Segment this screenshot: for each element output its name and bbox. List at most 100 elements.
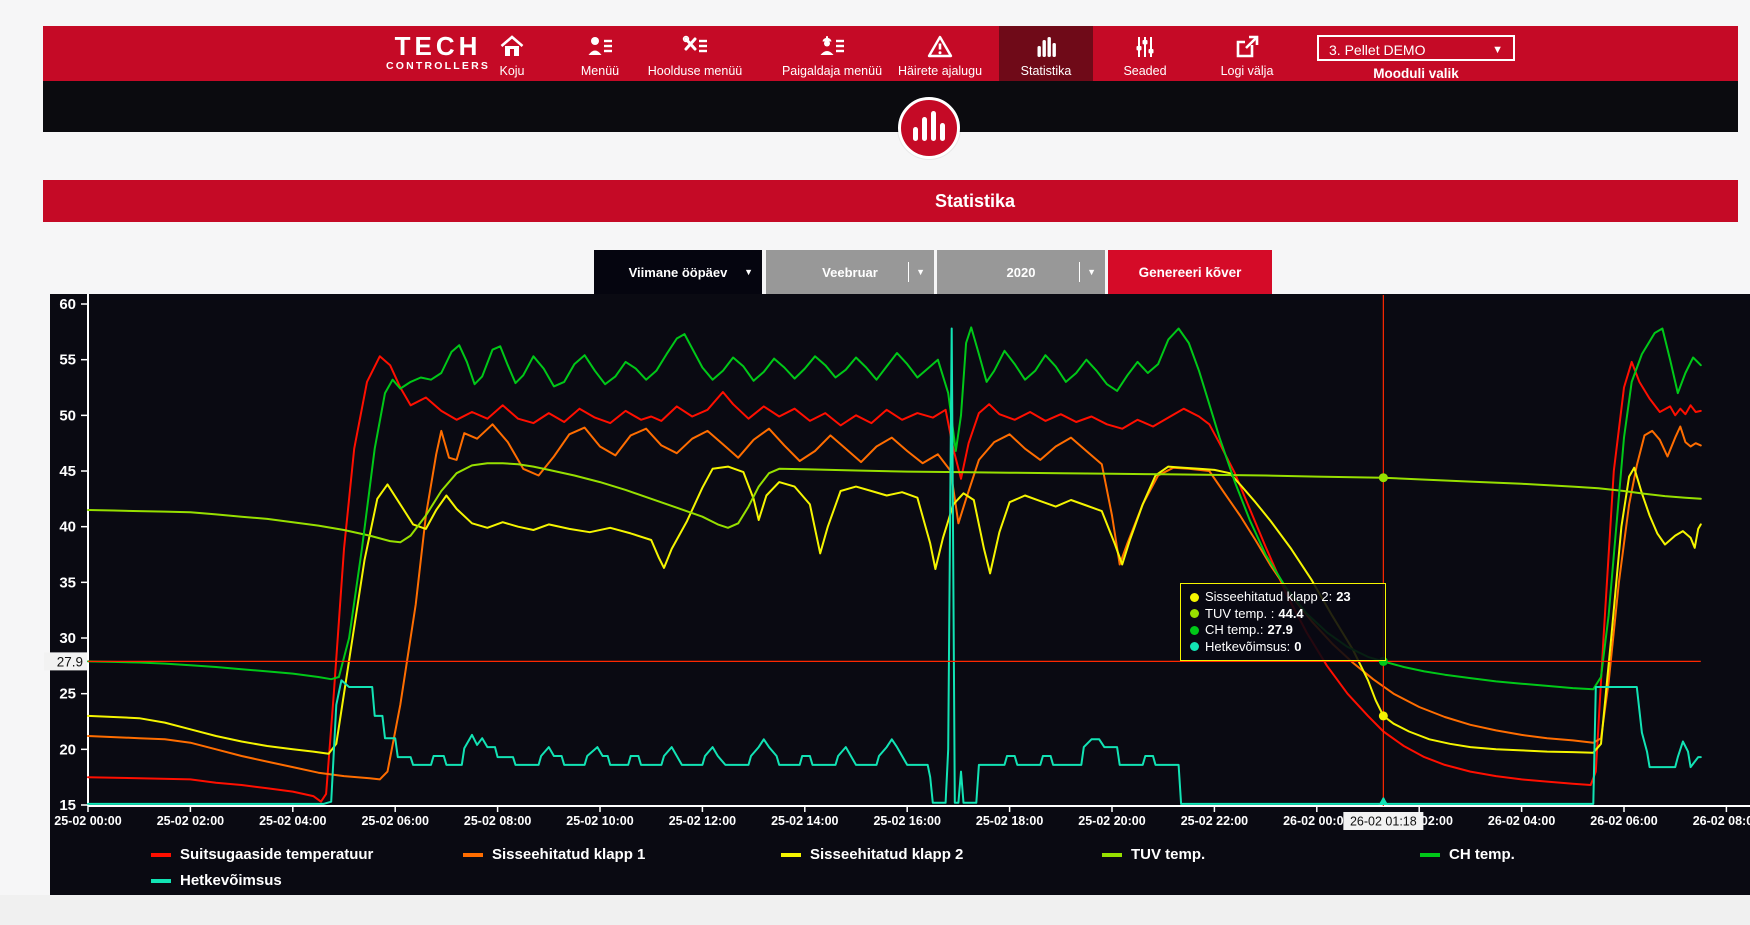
tooltip-series-value: 0 (1294, 638, 1302, 654)
home-icon (500, 35, 524, 56)
crosshair-marker-dot (1378, 473, 1388, 483)
logout-icon (1236, 35, 1259, 58)
nav-item-label: Menüü (580, 64, 620, 78)
x-tick-label: 25-02 12:00 (669, 814, 736, 828)
title-bar: Statistika (43, 180, 1738, 222)
bar-chart-icon (1037, 37, 1056, 57)
tooltip-series-dot (1190, 592, 1199, 602)
tooltip-series-label: TUV temp. : (1205, 605, 1275, 621)
crosshair-y-label: 27.9 (57, 654, 83, 669)
nav-item-logi-v-lja[interactable]: Logi välja (1204, 26, 1290, 81)
tooltip-series-dot (1190, 642, 1199, 652)
crosshair-y-label-box (44, 652, 87, 671)
series-sisseehitatud-klapp-2 (87, 465, 1702, 755)
legend-item-sisseehitatud-klapp-1: Sisseehitatud klapp 1 (463, 846, 645, 863)
legend-item-hetkev-imsus: Hetkevõimsus (151, 872, 282, 889)
statistics-emblem-icon (898, 97, 960, 159)
y-tick-label: 15 (59, 797, 76, 814)
crosshair-x-label: 26-02 01:18 (1350, 815, 1417, 829)
x-tick-label: 25-02 14:00 (771, 814, 838, 828)
year-select-value: 2020 (1006, 264, 1036, 280)
bar-chart-bar (940, 123, 945, 141)
x-tick-label: 25-02 06:00 (361, 814, 428, 828)
chart-tooltip: Sisseehitatud klapp 2: 23 TUV temp. :44.4 C… (1180, 583, 1386, 661)
nav-item-label: Logi välja (1220, 64, 1274, 78)
legend-item-suitsugaaside-temperatuur: Suitsugaaside temperatuur (151, 846, 373, 863)
legend-swatch (781, 852, 801, 857)
tools-icon (682, 35, 707, 53)
tooltip-series-label: Hetkevõimsus: (1205, 638, 1291, 654)
y-tick-label: 60 (59, 296, 76, 313)
tooltip-series-label: CH temp.: (1205, 622, 1264, 637)
legend-label: Sisseehitatud klapp 2 (810, 846, 964, 863)
legend-swatch (151, 852, 171, 857)
series-tuv-temp- (87, 462, 1702, 544)
nav-item-koju[interactable]: Koju (476, 26, 548, 81)
legend-label: CH temp. (1449, 846, 1515, 863)
module-select-label: Mooduli valik (1373, 66, 1459, 81)
x-tick-label: 26-02 08:00 (1693, 814, 1750, 828)
generate-curve-button[interactable]: Genereeri kõver (1108, 250, 1272, 294)
chevron-down-icon: ▼ (744, 267, 753, 277)
tooltip-row: Hetkevõimsus: 0 (1190, 639, 1376, 656)
nav-item-seaded[interactable]: Seaded (1105, 26, 1185, 81)
series-sisseehitatud-klapp-1 (87, 423, 1702, 781)
nav-item-label: Hoolduse menüü (647, 64, 743, 78)
tooltip-series-value: 27.9 (1267, 622, 1293, 637)
tooltip-row: TUV temp. :44.4 (1190, 606, 1376, 623)
period-select-value: Viimane ööpäev (628, 264, 728, 280)
period-select[interactable]: Viimane ööpäev ▼ (594, 250, 762, 294)
series-suitsugaaside-temperatuur (87, 355, 1702, 803)
y-tick-label: 30 (59, 630, 76, 647)
month-select[interactable]: Veebruar ▼ (766, 250, 934, 294)
chevron-down-icon: ▼ (1079, 262, 1096, 282)
bar-chart-bar (931, 111, 936, 141)
top-navbar: TECH CONTROLLERS Koju Menüü Hoolduse menüü… (43, 26, 1738, 81)
bar-chart-bar (922, 117, 927, 141)
tooltip-series-value: 44.4 (1278, 605, 1304, 621)
legend-swatch (1102, 852, 1122, 857)
y-tick-label: 20 (59, 741, 76, 758)
header-black-strip (43, 81, 1738, 132)
logo-title: TECH (394, 31, 482, 61)
nav-item-label: Koju (499, 64, 525, 78)
nav-item-hoolduse-men-[interactable]: Hoolduse menüü (640, 26, 750, 81)
bottom-strip (0, 895, 1750, 925)
nav-item-h-irete-ajalugu[interactable]: Häirete ajalugu (887, 26, 993, 81)
chart-region (50, 294, 1750, 895)
year-select[interactable]: 2020 ▼ (937, 250, 1105, 294)
x-tick-label: 25-02 16:00 (873, 814, 940, 828)
y-tick-label: 45 (59, 463, 76, 480)
legend-item-sisseehitatud-klapp-2: Sisseehitatud klapp 2 (781, 846, 963, 863)
crosshair-x-label-box (1343, 812, 1424, 830)
x-tick-label: 26-02 00:00 (1283, 814, 1350, 828)
tooltip-series-label: Sisseehitatud klapp 2: (1205, 589, 1333, 604)
legend-swatch (151, 878, 171, 883)
tooltip-series-value: 23 (1336, 589, 1351, 604)
installer-icon (820, 36, 844, 55)
legend-label: Hetkevõimsus (180, 872, 282, 889)
sliders-icon (1136, 37, 1154, 57)
y-tick-label: 55 (59, 352, 76, 369)
series-ch-temp- (87, 326, 1702, 691)
nav-item-statistika[interactable]: Statistika (999, 26, 1093, 81)
x-tick-label: 25-02 20:00 (1078, 814, 1145, 828)
x-tick-label: 25-02 22:00 (1181, 814, 1248, 828)
page-title: Statistika (934, 191, 1016, 211)
module-select-value: 3. Pellet DEMO (1329, 42, 1426, 58)
nav-item-paigaldaja-men-[interactable]: Paigaldaja menüü (772, 26, 892, 81)
month-select-value: Veebruar (822, 264, 878, 280)
y-tick-label: 40 (59, 519, 76, 536)
statistics-line-chart[interactable]: 15 20 25 30 35 40 45 50 55 60 25-02 00:00 25-02 02:… (0, 294, 1750, 834)
y-tick-label: 50 (59, 407, 76, 424)
tooltip-row: CH temp.: 27.9 (1190, 622, 1376, 639)
legend-label: Suitsugaaside temperatuur (180, 846, 374, 863)
nav-item-label: Statistika (1020, 64, 1072, 78)
logo-subtitle: CONTROLLERS (385, 60, 491, 72)
module-select[interactable]: 3. Pellet DEMO ▼ (1317, 35, 1515, 61)
crosshair-marker-hetkevoimsus (1378, 797, 1389, 805)
x-tick-label: 26-02 04:00 (1488, 814, 1555, 828)
chevron-down-icon: ▼ (908, 262, 925, 282)
alert-triangle-icon (927, 35, 953, 58)
nav-item-men-[interactable]: Menüü (561, 26, 639, 81)
